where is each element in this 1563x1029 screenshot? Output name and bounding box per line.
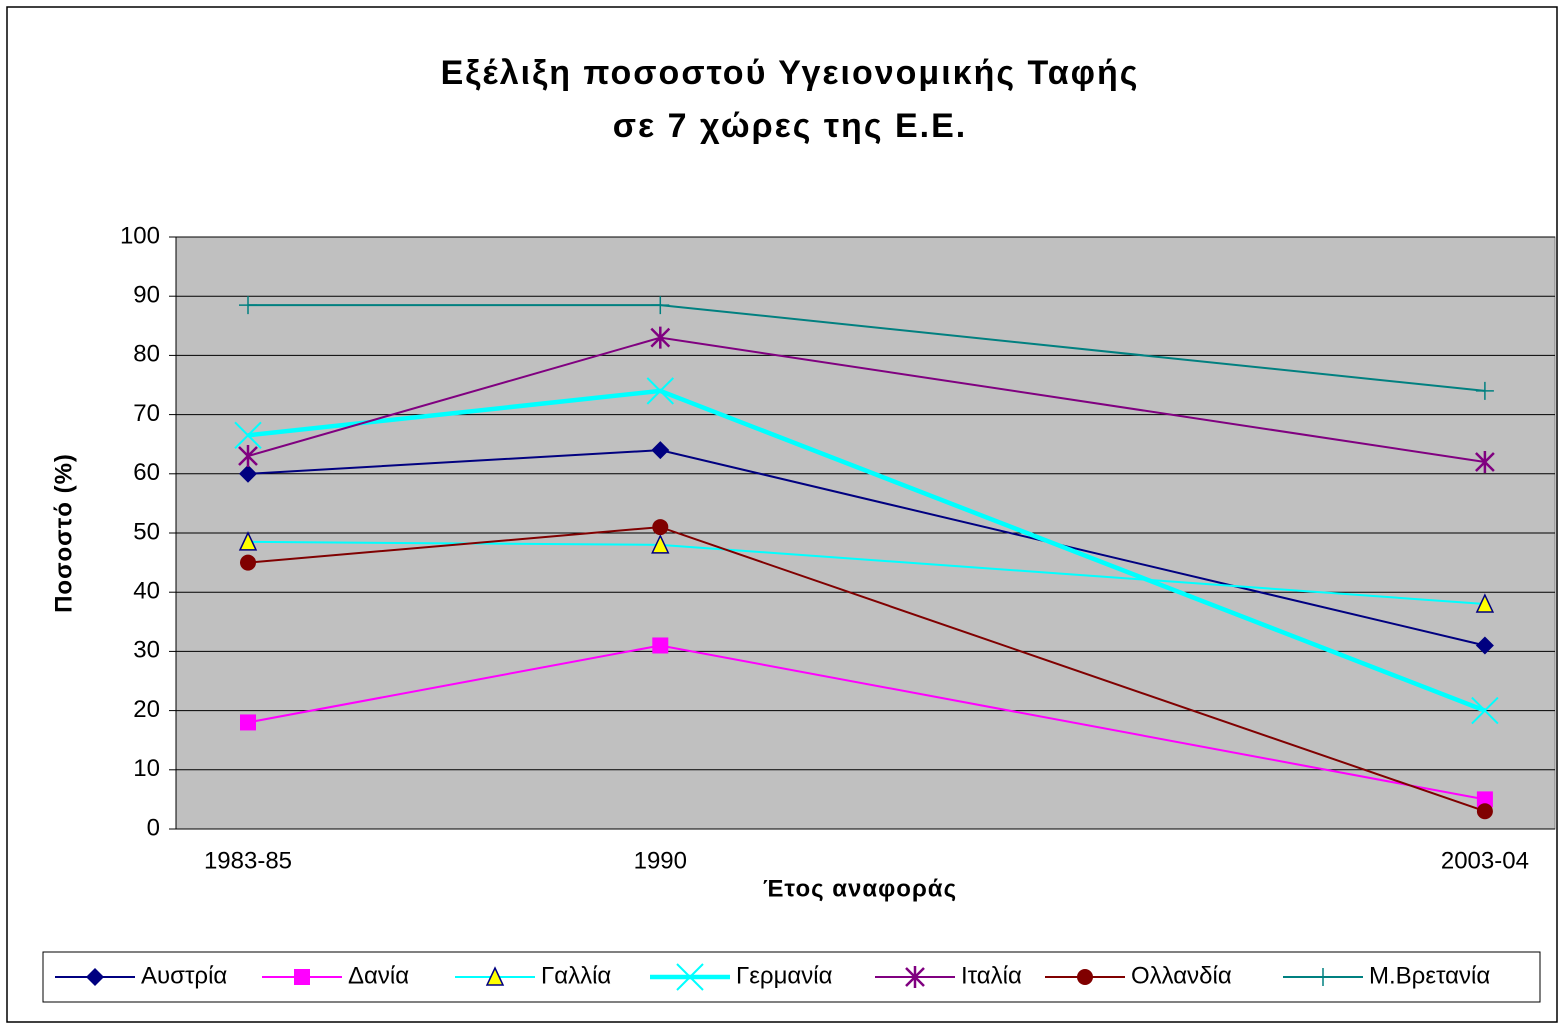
legend-item: Αυστρία bbox=[55, 962, 227, 989]
legend-label: Γερμανία bbox=[736, 962, 833, 989]
legend-label: Δανία bbox=[348, 962, 409, 989]
legend-item: Ολλανδία bbox=[1045, 962, 1232, 989]
legend-item: Δανία bbox=[262, 962, 409, 989]
legend-item: Ιταλία bbox=[875, 962, 1022, 989]
marker-part bbox=[234, 421, 262, 450]
marker bbox=[86, 968, 104, 986]
marker bbox=[650, 326, 671, 349]
marker bbox=[485, 966, 505, 986]
y-tick-label: 50 bbox=[133, 518, 160, 545]
marker bbox=[1476, 803, 1493, 820]
legend-item: Γαλλία bbox=[455, 962, 611, 989]
marker bbox=[651, 441, 670, 460]
marker bbox=[240, 554, 256, 571]
marker bbox=[1314, 968, 1332, 986]
legend-label: Αυστρία bbox=[141, 962, 227, 989]
y-tick-label: 80 bbox=[133, 341, 160, 368]
marker-part bbox=[1475, 636, 1494, 655]
marker bbox=[1476, 791, 1493, 808]
x-tick-label: 1990 bbox=[634, 847, 687, 874]
y-tick-label: 0 bbox=[147, 814, 160, 841]
marker bbox=[239, 296, 257, 315]
marker-part bbox=[1475, 450, 1495, 473]
marker-part bbox=[239, 464, 257, 483]
marker-part bbox=[1077, 969, 1093, 985]
y-tick-label: 10 bbox=[133, 755, 160, 782]
y-tick-label: 70 bbox=[133, 400, 160, 427]
legend-label: Ιταλία bbox=[961, 962, 1022, 989]
marker bbox=[239, 464, 257, 483]
marker-part bbox=[294, 969, 310, 985]
chart-title: σε 7 χώρες της Ε.Ε. bbox=[613, 107, 967, 145]
marker bbox=[1475, 381, 1494, 400]
marker bbox=[238, 531, 258, 551]
marker bbox=[1475, 450, 1495, 473]
marker-part bbox=[905, 966, 925, 988]
marker-part bbox=[1475, 593, 1495, 613]
marker-part bbox=[1475, 381, 1494, 400]
y-axis-label: Ποσοστό (%) bbox=[50, 453, 77, 613]
marker bbox=[238, 445, 258, 468]
marker-part bbox=[650, 326, 671, 349]
marker bbox=[240, 714, 256, 731]
marker-part bbox=[1471, 696, 1499, 725]
marker bbox=[646, 377, 675, 405]
marker-part bbox=[676, 963, 704, 991]
legend-item: Μ.Βρετανία bbox=[1283, 962, 1490, 989]
y-tick-label: 60 bbox=[133, 459, 160, 486]
x-tick-label: 2003-04 bbox=[1441, 847, 1529, 874]
marker bbox=[905, 966, 925, 988]
y-tick-label: 20 bbox=[133, 696, 160, 723]
marker-part bbox=[485, 966, 505, 986]
marker bbox=[676, 963, 704, 991]
marker-part bbox=[1476, 803, 1493, 820]
x-tick-label: 1983-85 bbox=[204, 847, 292, 874]
legend-label: Μ.Βρετανία bbox=[1369, 962, 1490, 989]
legend-item: Γερμανία bbox=[650, 962, 833, 991]
marker bbox=[652, 637, 669, 654]
marker-part bbox=[652, 519, 669, 536]
marker-part bbox=[1314, 968, 1332, 986]
legend-label: Ολλανδία bbox=[1131, 962, 1232, 989]
marker-part bbox=[240, 554, 256, 571]
chart-title: Εξέλιξη ποσοστού Υγειονομικής Ταφής bbox=[441, 54, 1140, 92]
marker-part bbox=[652, 637, 669, 654]
marker-part bbox=[86, 968, 104, 986]
marker-part bbox=[1476, 791, 1493, 808]
marker-part bbox=[651, 441, 670, 460]
y-tick-label: 100 bbox=[120, 222, 160, 249]
marker bbox=[294, 969, 310, 985]
marker bbox=[651, 534, 670, 554]
marker-part bbox=[240, 714, 256, 731]
marker bbox=[651, 296, 670, 315]
marker bbox=[1471, 696, 1499, 725]
marker bbox=[1077, 969, 1093, 985]
marker bbox=[234, 421, 262, 450]
marker bbox=[1475, 636, 1494, 655]
y-tick-label: 30 bbox=[133, 637, 160, 664]
marker-part bbox=[651, 534, 670, 554]
marker-part bbox=[239, 296, 257, 315]
legend-label: Γαλλία bbox=[541, 962, 611, 989]
x-axis-label: Έτος αναφοράς bbox=[763, 875, 957, 902]
y-tick-label: 40 bbox=[133, 578, 160, 605]
marker bbox=[1475, 593, 1495, 613]
marker-part bbox=[238, 445, 258, 468]
y-tick-label: 90 bbox=[133, 282, 160, 309]
marker-part bbox=[646, 377, 675, 405]
marker bbox=[652, 519, 669, 536]
marker-part bbox=[651, 296, 670, 315]
marker-part bbox=[238, 531, 258, 551]
